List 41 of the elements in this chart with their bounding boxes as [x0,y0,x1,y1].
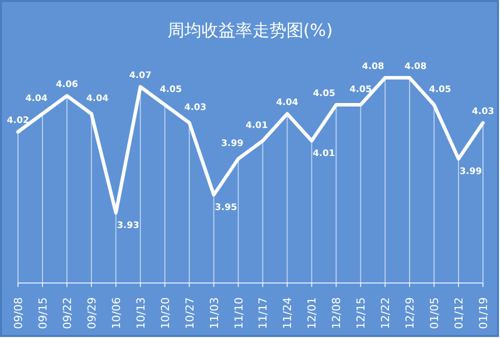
x-tick-label: 11/03 [208,297,221,329]
data-label: 4.05 [313,88,336,99]
data-label: 4.08 [404,62,427,72]
data-label: 4.04 [86,94,109,104]
data-label: 4.01 [312,148,336,159]
x-tick-label: 09/08 [12,297,25,329]
data-label: 4.02 [6,116,30,126]
data-label: 4.08 [362,62,384,72]
x-tick-label: 09/29 [85,297,98,329]
data-label: 4.03 [472,106,494,117]
data-label: 4.04 [25,94,48,104]
x-tick-label: 01/19 [477,297,490,329]
x-tick-label: 12/15 [354,297,368,329]
data-label: 4.04 [276,98,298,108]
x-tick-label: 10/27 [183,297,196,329]
x-tick-label: 12/08 [330,297,344,329]
x-tick-label: 01/12 [452,297,466,329]
x-tick-label: 11/24 [281,297,294,329]
x-tick-label: 12/29 [404,297,417,329]
x-tick-label: 09/15 [36,297,50,329]
x-tick-label: 10/06 [110,297,123,329]
data-label: 4.07 [129,70,152,81]
data-label: 3.93 [117,220,140,231]
x-tick-label: 12/01 [306,297,319,329]
x-tick-label: 10/20 [158,297,172,329]
data-label: 4.05 [160,84,182,95]
data-label: 3.99 [221,138,244,149]
x-tick-label: 09/22 [60,297,74,329]
x-tick-label: 12/22 [379,297,392,329]
data-label: 4.05 [350,84,372,95]
data-label: 3.99 [460,166,482,177]
x-tick-label: 10/13 [134,297,148,329]
data-label: 4.06 [56,80,78,90]
x-tick-label: 11/10 [232,297,246,329]
x-tick-label: 01/05 [428,297,442,329]
data-label: 3.95 [214,202,238,213]
chart-title: 周均收益率走势图(%) [167,21,333,41]
data-label: 4.01 [246,120,268,131]
x-tick-label: 11/17 [256,297,270,329]
data-label: 4.05 [428,84,452,95]
data-label: 4.03 [184,102,206,113]
